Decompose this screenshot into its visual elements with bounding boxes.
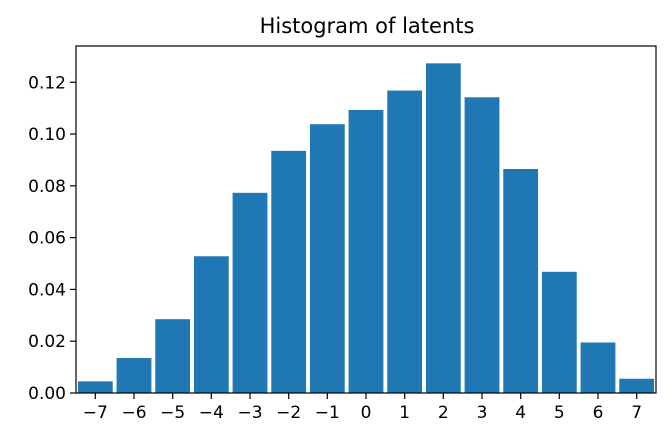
histogram-bar	[155, 319, 191, 393]
x-tick-label: −4	[199, 403, 224, 423]
y-tick-label: 0.02	[28, 332, 66, 352]
x-tick-label: 5	[554, 403, 565, 423]
histogram-bar	[116, 358, 152, 393]
histogram-bar	[232, 192, 268, 393]
x-tick-label: 7	[631, 403, 642, 423]
y-tick-label: 0.04	[28, 280, 66, 300]
x-tick-label: 6	[593, 403, 604, 423]
y-tick-label: 0.08	[28, 177, 66, 197]
histogram-bar	[348, 109, 384, 393]
histogram-bar	[619, 378, 655, 393]
histogram-bar	[271, 150, 307, 393]
plot-frame	[75, 45, 657, 394]
x-tick-label: 4	[515, 403, 526, 423]
x-tick-label: 2	[438, 403, 449, 423]
histogram-bar	[193, 256, 229, 393]
bars-group	[77, 63, 655, 394]
histogram-bar	[309, 124, 345, 394]
y-tick-label: 0.06	[28, 229, 66, 249]
x-tick-label: −7	[83, 403, 108, 423]
x-axis-ticks: −7 −6 −5 −4 −3 −2 −1 0 1 2 3 4 5 6 7	[83, 393, 642, 423]
y-tick-label: 0.10	[28, 125, 66, 145]
y-tick-label: 0.00	[28, 384, 66, 404]
x-tick-label: 1	[399, 403, 410, 423]
y-axis-ticks: 0.00 0.02 0.04 0.06 0.08 0.10 0.12	[28, 73, 76, 404]
histogram-bar	[541, 271, 577, 393]
histogram-bar	[503, 169, 539, 393]
chart-title: Histogram of latents	[260, 14, 475, 38]
x-tick-label: −5	[160, 403, 185, 423]
histogram-bar	[580, 342, 616, 393]
x-tick-label: −3	[237, 403, 262, 423]
x-tick-label: 3	[477, 403, 488, 423]
histogram-bar	[387, 90, 423, 394]
histogram-bar	[425, 63, 461, 393]
y-tick-label: 0.12	[28, 73, 66, 93]
x-tick-label: −1	[315, 403, 340, 423]
histogram-bar	[464, 97, 500, 393]
histogram-bar	[77, 381, 113, 393]
x-tick-label: −6	[121, 403, 146, 423]
x-tick-label: −2	[276, 403, 301, 423]
x-tick-label: 0	[361, 403, 372, 423]
